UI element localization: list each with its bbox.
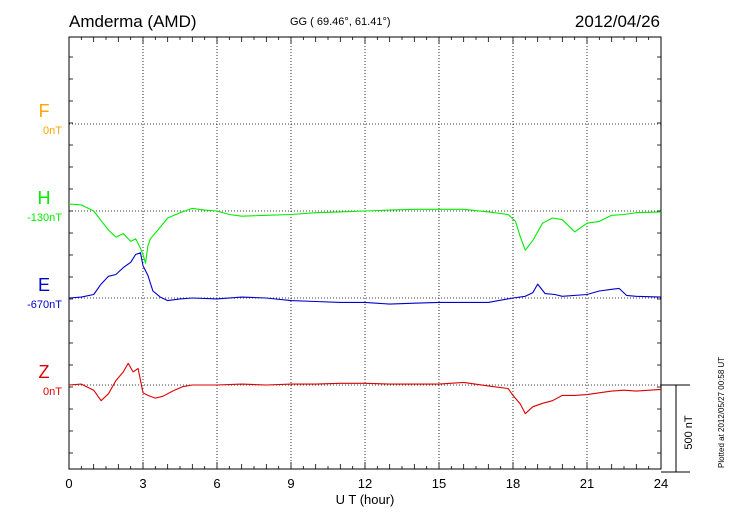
x-tick-label: 9 (287, 476, 294, 491)
baseline-label-h: -130nT (27, 212, 62, 224)
plot-timestamp: Plotted at 2012/05/27 00:58 UT (717, 356, 726, 468)
baseline-label-e: -670nT (27, 299, 62, 311)
baseline-label-f: 0nT (43, 125, 62, 137)
series-label-h: H (38, 188, 51, 208)
chart-date: 2012/04/26 (574, 12, 660, 31)
series-label-e: E (38, 275, 50, 295)
x-tick-label: 6 (213, 476, 220, 491)
baseline-label-z: 0nT (43, 386, 62, 398)
series-label-z: Z (39, 362, 50, 382)
x-tick-label: 3 (139, 476, 146, 491)
scale-bar-label: 500 nT (683, 415, 695, 450)
x-tick-label: 21 (580, 476, 594, 491)
station-title: Amderma (AMD) (69, 12, 197, 31)
trace-e (68, 252, 662, 305)
x-tick-label: 12 (358, 476, 372, 491)
series-label-f: F (39, 101, 50, 121)
x-tick-label: 15 (432, 476, 446, 491)
x-tick-label: 24 (654, 476, 668, 491)
trace-h (68, 203, 662, 264)
trace-z (68, 362, 662, 415)
x-axis-label: U T (hour) (336, 492, 395, 507)
x-tick-label: 18 (506, 476, 520, 491)
x-tick-label: 0 (65, 476, 72, 491)
station-coordinates: GG ( 69.46°, 61.41°) (290, 16, 391, 28)
